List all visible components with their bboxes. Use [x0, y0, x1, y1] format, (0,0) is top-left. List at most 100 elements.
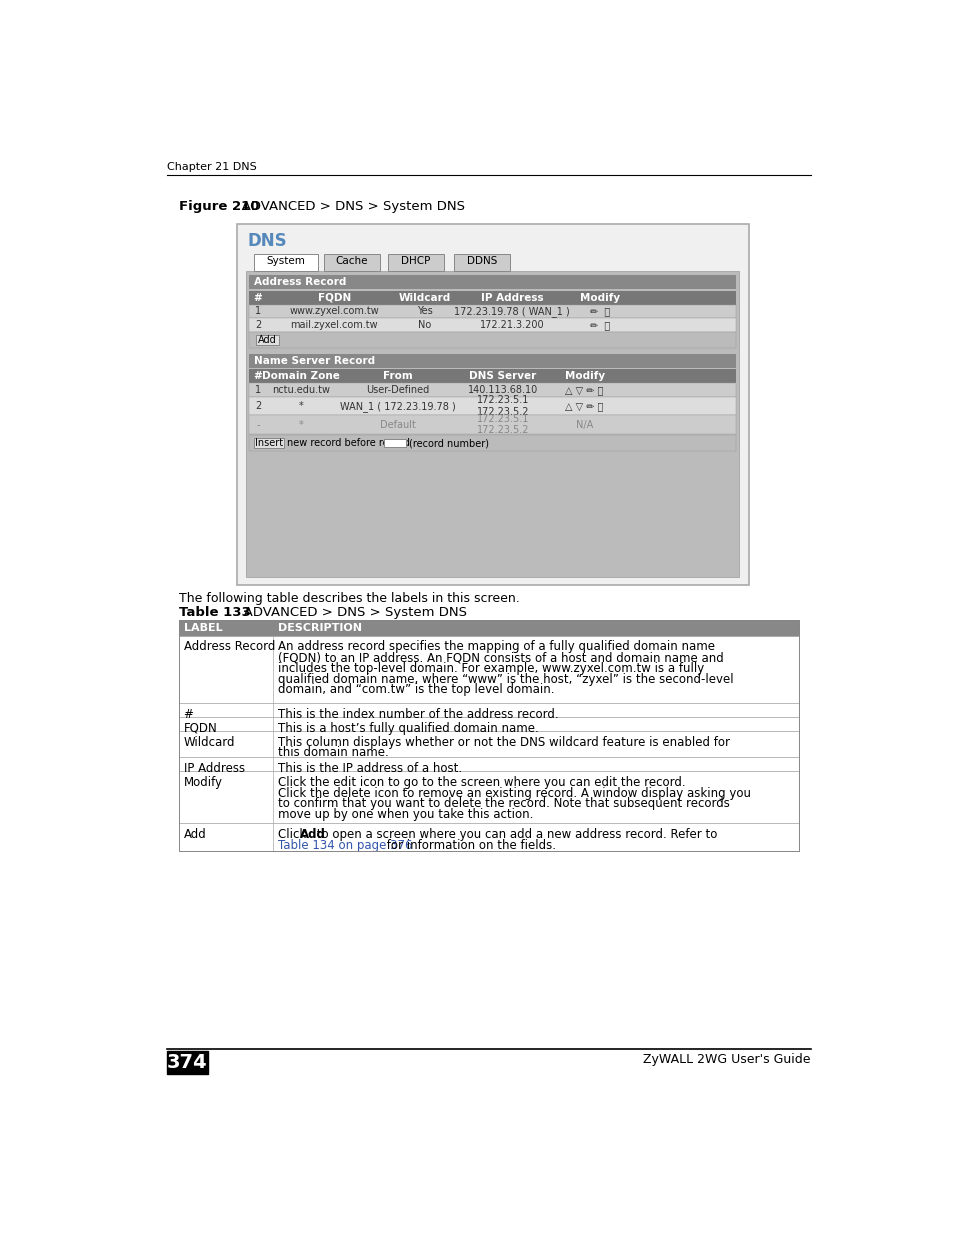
Bar [454, 253, 509, 270]
Text: Cache: Cache [335, 257, 368, 267]
Text: User-Defined: User-Defined [366, 385, 430, 395]
Text: Modify: Modify [579, 293, 620, 303]
Bar [249, 319, 736, 332]
Text: this domain name.: this domain name. [278, 746, 389, 760]
Text: #: # [253, 372, 262, 382]
Bar [249, 369, 736, 383]
Text: DNS: DNS [248, 232, 287, 249]
Text: Click: Click [278, 829, 310, 841]
Bar [323, 253, 379, 270]
Bar [246, 270, 739, 577]
Text: 2: 2 [254, 401, 261, 411]
Bar [253, 438, 283, 448]
Text: DDNS: DDNS [466, 257, 497, 267]
Bar [249, 305, 736, 319]
Text: FQDN: FQDN [183, 721, 217, 735]
Text: new record before record: new record before record [286, 438, 409, 448]
Text: This is the IP address of a host.: This is the IP address of a host. [278, 762, 462, 774]
Bar [249, 290, 736, 305]
Text: The following table describes the labels in this screen.: The following table describes the labels… [179, 592, 519, 605]
Bar [179, 824, 798, 851]
Text: Address Record: Address Record [253, 277, 346, 288]
Bar [179, 757, 798, 771]
Text: No: No [417, 320, 431, 330]
Text: LABEL: LABEL [183, 622, 222, 632]
Text: This is a host’s fully qualified domain name.: This is a host’s fully qualified domain … [278, 721, 538, 735]
Bar [249, 353, 736, 368]
Text: This column displays whether or not the DNS wildcard feature is enabled for: This column displays whether or not the … [278, 736, 729, 748]
Text: to open a screen where you can add a new address record. Refer to: to open a screen where you can add a new… [313, 829, 717, 841]
Text: (record number): (record number) [409, 438, 489, 448]
Text: Yes: Yes [416, 306, 432, 316]
Text: ✏︎  🗑: ✏︎ 🗑 [590, 306, 610, 316]
Text: to confirm that you want to delete the record. Note that subsequent records: to confirm that you want to delete the r… [278, 798, 729, 810]
Text: Table 133: Table 133 [179, 605, 251, 619]
Bar [249, 383, 736, 396]
Text: ZyWALL 2WG User's Guide: ZyWALL 2WG User's Guide [642, 1053, 810, 1066]
Text: ADVANCED > DNS > System DNS: ADVANCED > DNS > System DNS [229, 200, 465, 212]
Text: Modify: Modify [564, 372, 604, 382]
Text: Click the edit icon to go to the screen where you can edit the record.: Click the edit icon to go to the screen … [278, 776, 685, 789]
Text: WAN_1 ( 172.23.19.78 ): WAN_1 ( 172.23.19.78 ) [340, 400, 456, 411]
Text: IP Address: IP Address [183, 762, 244, 774]
Text: domain, and “com.tw” is the top level domain.: domain, and “com.tw” is the top level do… [278, 683, 554, 697]
Text: 172.23.5.1
172.23.5.2: 172.23.5.1 172.23.5.2 [476, 414, 529, 436]
Bar [249, 275, 736, 289]
Bar [179, 636, 798, 704]
Text: 172.21.3.200: 172.21.3.200 [479, 320, 544, 330]
Text: △ ▽ ✏︎ 🗑: △ ▽ ✏︎ 🗑 [565, 401, 603, 411]
Text: 374: 374 [167, 1052, 208, 1072]
Text: #: # [183, 708, 193, 721]
Text: Default: Default [380, 420, 416, 430]
Text: Click the delete icon to remove an existing record. A window display asking you: Click the delete icon to remove an exist… [278, 787, 750, 799]
Text: An address record specifies the mapping of a fully qualified domain name: An address record specifies the mapping … [278, 640, 715, 653]
Text: From: From [383, 372, 413, 382]
Text: Wildcard: Wildcard [183, 736, 234, 748]
Text: for information on the fields.: for information on the fields. [382, 839, 556, 852]
Text: Modify: Modify [183, 776, 222, 789]
Text: *: * [298, 401, 303, 411]
Text: 1: 1 [254, 306, 261, 316]
Bar [179, 771, 798, 824]
Text: IP Address: IP Address [480, 293, 543, 303]
Text: #: # [253, 293, 262, 303]
Bar [249, 332, 736, 347]
Text: This is the index number of the address record.: This is the index number of the address … [278, 708, 558, 721]
Bar [388, 253, 443, 270]
Text: DESCRIPTION: DESCRIPTION [278, 622, 362, 632]
Bar [179, 620, 798, 851]
Text: ADVANCED > DNS > System DNS: ADVANCED > DNS > System DNS [231, 605, 466, 619]
Bar [249, 415, 736, 433]
Text: nctu.edu.tw: nctu.edu.tw [273, 385, 330, 395]
Text: 1: 1 [254, 385, 261, 395]
Text: Table 134 on page 376: Table 134 on page 376 [278, 839, 413, 852]
Bar [255, 336, 278, 345]
Bar [179, 704, 798, 718]
Text: Address Record: Address Record [183, 640, 274, 653]
Text: 172.23.5.1
172.23.5.2: 172.23.5.1 172.23.5.2 [476, 395, 529, 417]
Bar [179, 731, 798, 757]
Text: △ ▽ ✏︎ 🗑: △ ▽ ✏︎ 🗑 [565, 385, 603, 395]
Text: includes the top-level domain. For example, www.zyxel.com.tw is a fully: includes the top-level domain. For examp… [278, 662, 703, 674]
Text: Insert: Insert [254, 438, 283, 448]
Text: 2: 2 [254, 320, 261, 330]
Text: DHCP: DHCP [401, 257, 431, 267]
Text: Chapter 21 DNS: Chapter 21 DNS [167, 162, 256, 172]
Bar [179, 718, 798, 731]
Text: Domain Zone: Domain Zone [262, 372, 340, 382]
Bar [249, 436, 736, 451]
Text: qualified domain name, where “www” is the host, “zyxel” is the second-level: qualified domain name, where “www” is th… [278, 673, 733, 685]
Bar [249, 396, 736, 415]
Text: 140.113.68.10: 140.113.68.10 [467, 385, 537, 395]
Text: mail.zyxel.com.tw: mail.zyxel.com.tw [291, 320, 377, 330]
Text: (FQDN) to an IP address. An FQDN consists of a host and domain name and: (FQDN) to an IP address. An FQDN consist… [278, 651, 723, 664]
Bar [179, 620, 798, 636]
Text: Wildcard: Wildcard [398, 293, 450, 303]
Text: ✏︎  🗑: ✏︎ 🗑 [590, 320, 610, 330]
Text: DNS Server: DNS Server [469, 372, 536, 382]
Bar [384, 440, 406, 447]
Text: System: System [266, 257, 305, 267]
Text: Add: Add [257, 335, 276, 345]
Text: *: * [298, 420, 303, 430]
Text: FQDN: FQDN [317, 293, 351, 303]
